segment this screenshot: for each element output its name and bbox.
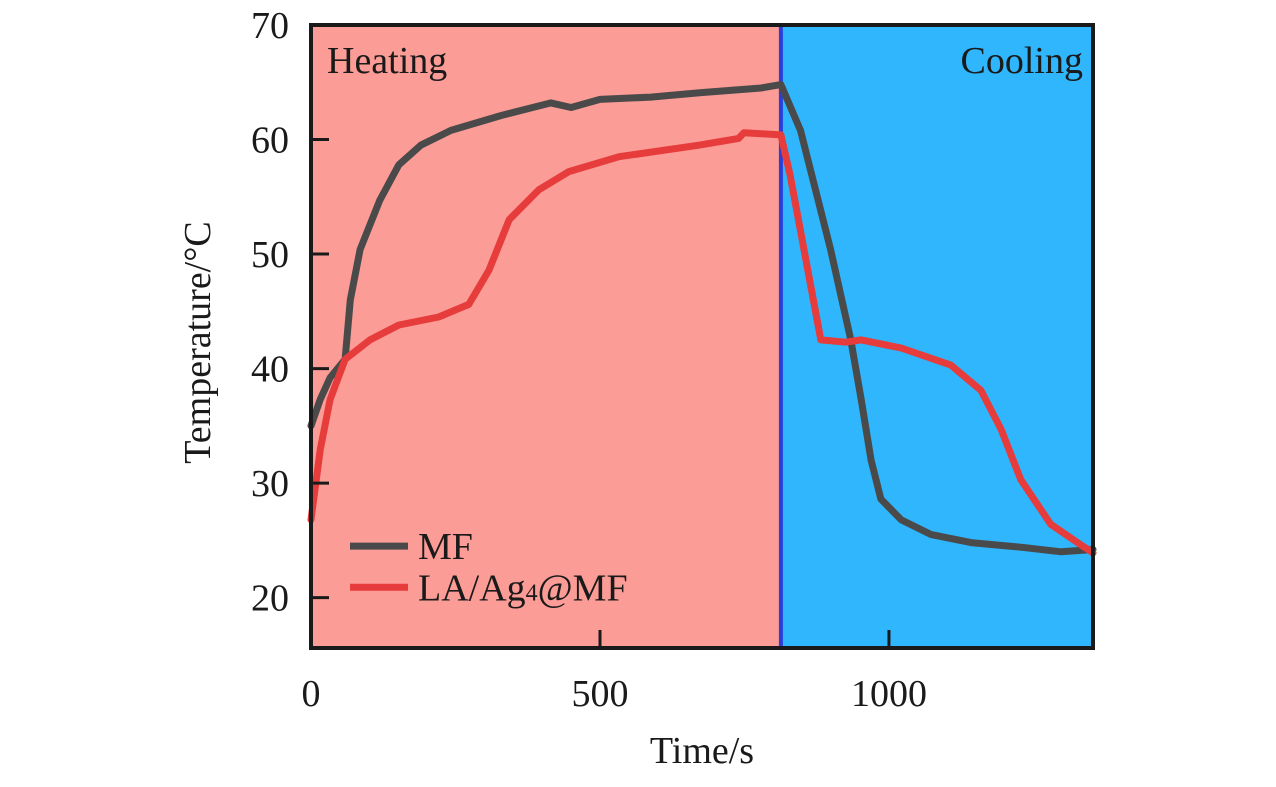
x-tick-label: 500 xyxy=(571,673,628,715)
y-axis-title: Temperature/°C xyxy=(177,221,219,464)
legend: MF LA/Ag4@MF xyxy=(350,526,628,609)
region-labels: Heating Cooling xyxy=(327,40,1083,82)
series-line-mf xyxy=(307,81,1097,556)
legend-label-subscript: 4 xyxy=(526,580,538,606)
x-axis-title: Time/s xyxy=(650,730,754,772)
region-label-heating: Heating xyxy=(327,40,447,82)
y-tick-label: 30 xyxy=(251,463,289,505)
y-tick-label: 60 xyxy=(251,120,289,162)
y-tick-label: 50 xyxy=(251,234,289,276)
y-tick-label: 70 xyxy=(251,5,289,47)
y-tick-label: 40 xyxy=(251,349,289,391)
series-line-la-ag4-mf xyxy=(307,129,1097,557)
legend-label-la-ag4-mf: LA/Ag4@MF xyxy=(418,567,628,609)
x-tick-label: 1000 xyxy=(851,673,927,715)
axes: 20 30 40 50 60 70 0 500 1000 xyxy=(251,5,1095,715)
x-tick-label: 0 xyxy=(302,673,321,715)
legend-label-mf: MF xyxy=(418,526,473,568)
region-label-cooling: Cooling xyxy=(961,40,1083,82)
plot-frame xyxy=(309,23,1095,650)
legend-label-main: LA/Ag xyxy=(418,567,526,609)
region-cooling xyxy=(780,25,1093,648)
y-tick-label: 20 xyxy=(251,578,289,620)
series-lines xyxy=(307,81,1097,557)
legend-label-tail: @MF xyxy=(538,567,628,609)
